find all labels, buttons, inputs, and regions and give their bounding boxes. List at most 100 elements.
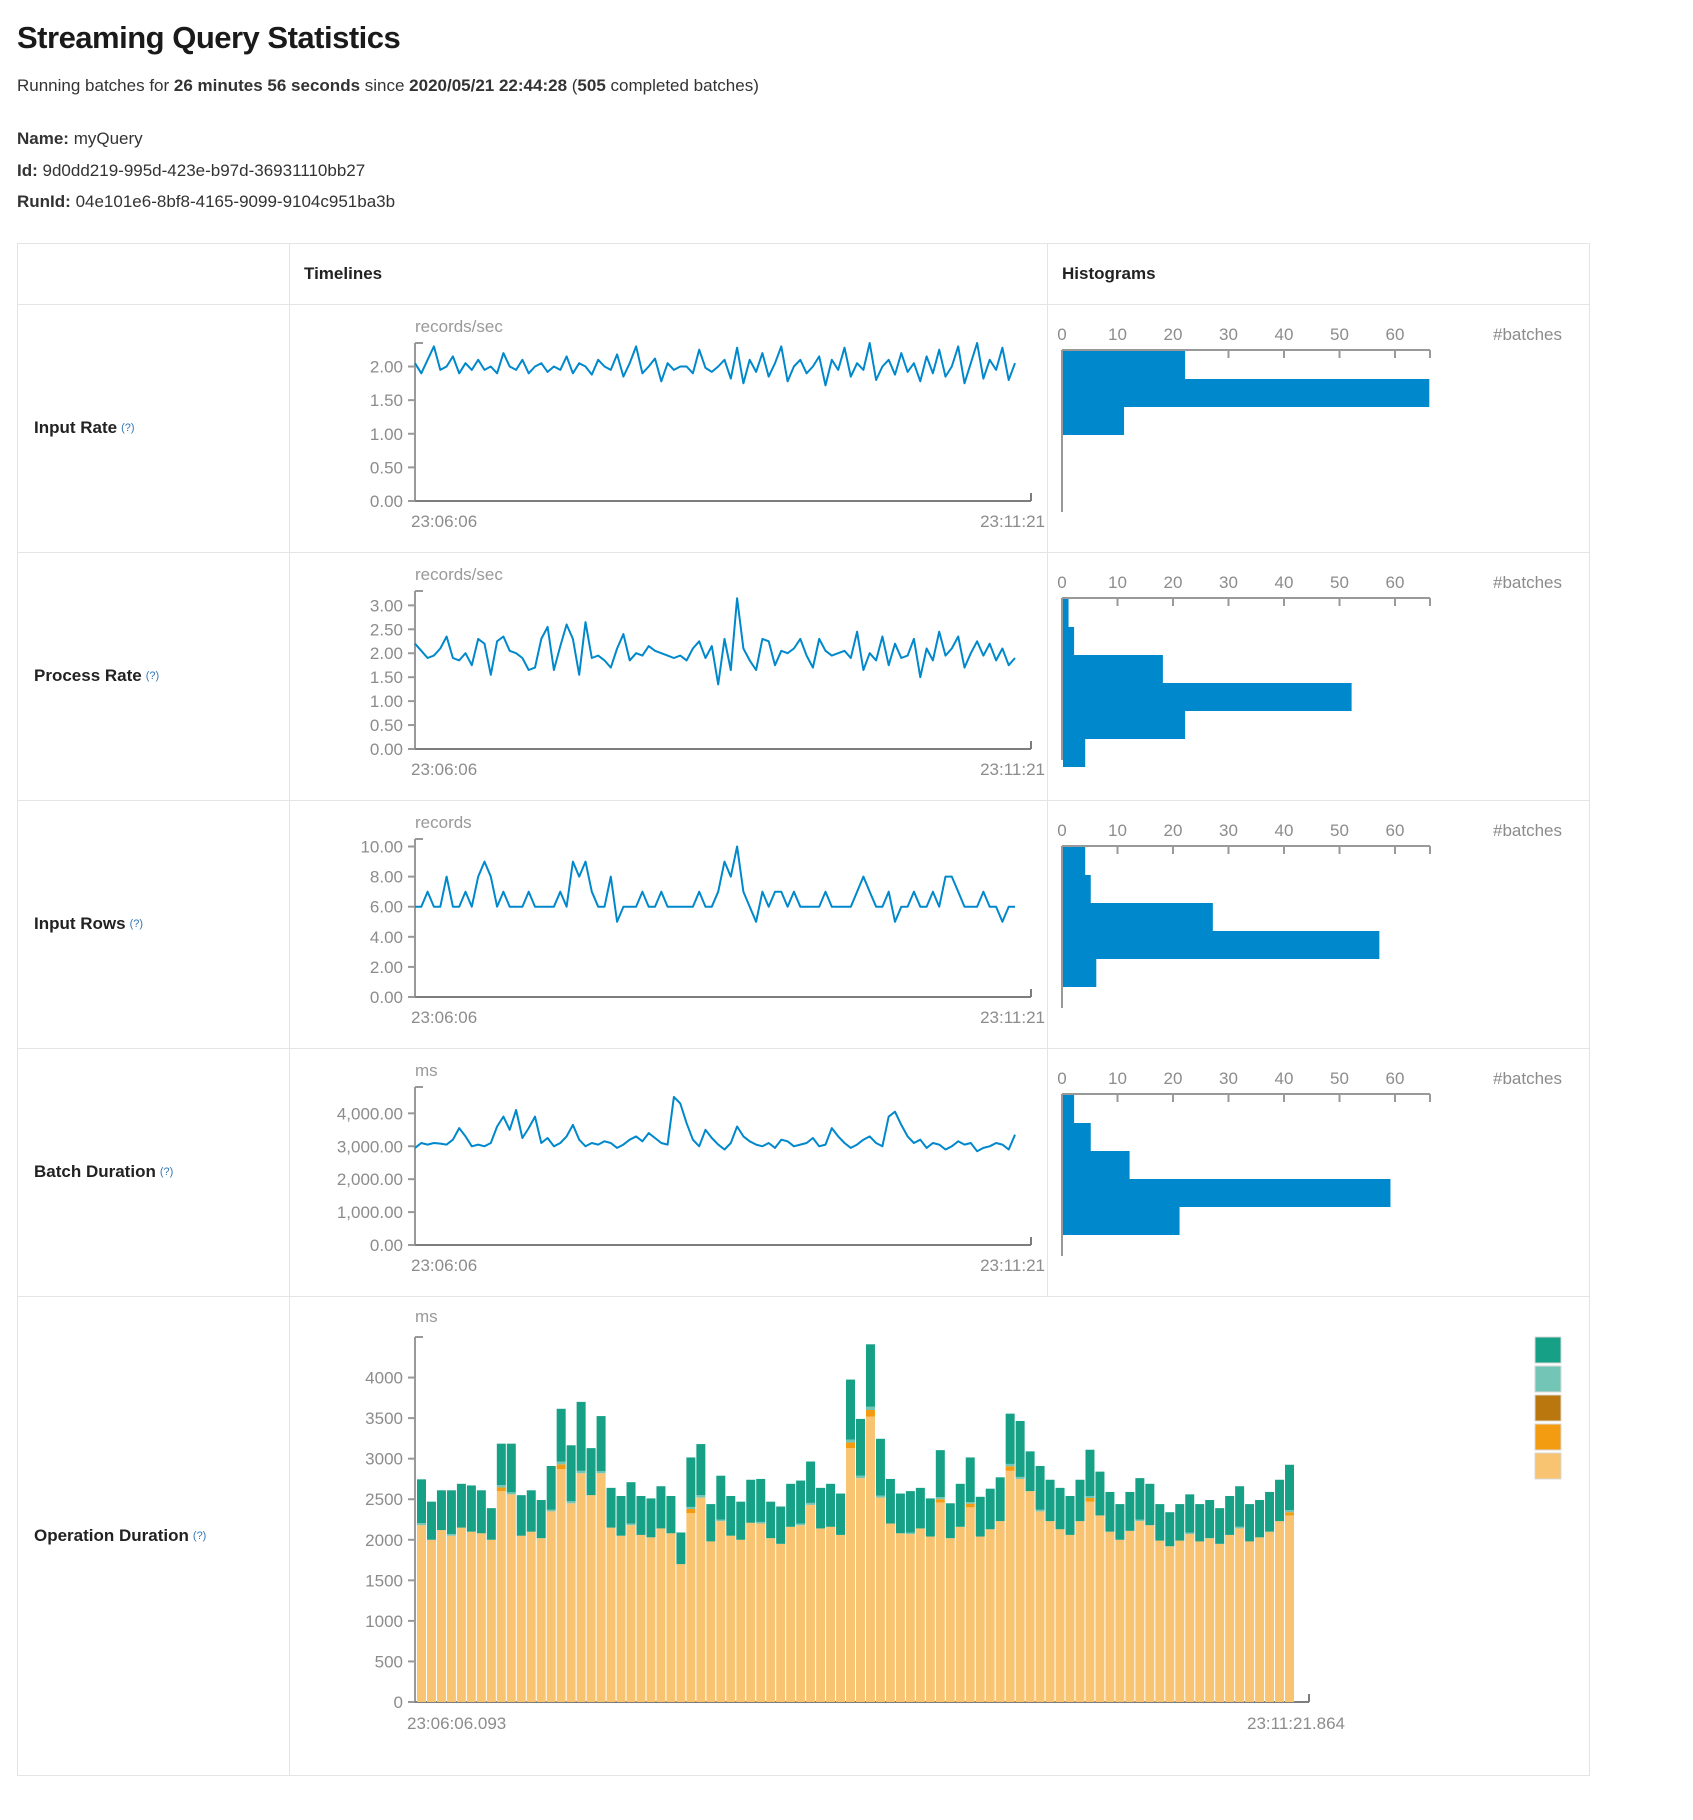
svg-text:ms: ms [415,1061,438,1080]
start-time: 2020/05/21 22:44:28 [409,76,568,95]
legend-swatch-series-light-teal [1534,1365,1562,1392]
svg-text:1.00: 1.00 [370,692,403,711]
batch-duration-timeline-chart: ms 4,000.00 3,000.00 2,000.00 1,000.00 0.00 23… [290,1049,1047,1296]
svg-text:23:11:21: 23:11:21 [980,1256,1045,1275]
svg-text:60: 60 [1386,1069,1405,1088]
svg-text:2.00: 2.00 [370,957,403,976]
svg-text:#batches: #batches [1493,1069,1562,1088]
help-icon[interactable]: (?) [192,1529,207,1542]
id-label: Id: [17,160,38,180]
svg-text:30: 30 [1219,325,1238,344]
process-rate-timeline-chart: records/sec 3.00 2.50 2.00 1.50 1.00 0.50 0.00 2… [290,553,1047,800]
timeline-svg: records/sec 3.00 2.50 2.00 1.50 1.00 0.50 0.00 2… [370,565,1045,779]
runid-value: 04e101e6-8bf8-4165-9099-9104c951ba3b [75,192,396,211]
svg-text:2.00: 2.00 [370,357,403,376]
operation-duration-stacked-chart: ms 4000 3500 3000 2500 2000 1500 1000 500 0 23:06:… [290,1297,1589,1775]
query-runid-line: RunId: 04e101e6-8bf8-4165-9099-9104c951b… [17,189,1676,215]
svg-text:20: 20 [1164,821,1183,840]
svg-text:0: 0 [394,1693,403,1712]
help-icon[interactable]: (?) [145,670,160,682]
legend-swatch-series-teal [1534,1336,1562,1363]
svg-text:2.50: 2.50 [370,620,403,639]
runid-label: RunId: [17,192,71,211]
svg-text:1,000.00: 1,000.00 [337,1203,403,1222]
page-title: Streaming Query Statistics [17,20,401,55]
svg-text:2.00: 2.00 [370,644,403,663]
input-rows-histogram-chart: 0 10 20 30 40 50 60 #batches [1048,801,1589,1048]
svg-text:2500: 2500 [365,1490,403,1509]
row-label-batch-duration: Batch Duration (?) [18,1048,290,1296]
svg-text:2,000.00: 2,000.00 [337,1170,403,1189]
help-icon[interactable]: (?) [159,1166,174,1178]
svg-text:3500: 3500 [365,1409,403,1428]
help-icon[interactable]: (?) [129,918,144,930]
svg-text:10.00: 10.00 [360,837,403,856]
svg-text:50: 50 [1330,821,1349,840]
histogram-svg: 0 10 20 30 40 50 60 #batches [1057,325,1562,512]
svg-text:1000: 1000 [365,1611,403,1630]
svg-text:23:06:06: 23:06:06 [411,1008,477,1027]
svg-text:8.00: 8.00 [370,867,403,886]
svg-text:0.50: 0.50 [370,716,403,735]
svg-text:10: 10 [1108,325,1127,344]
row-label-input-rows: Input Rows (?) [18,800,290,1048]
timeline-svg: records 10.00 8.00 6.00 4.00 2.00 0.00 23:06:06… [360,813,1045,1027]
running-batches-summary: Running batches for 26 minutes 56 second… [17,76,1676,96]
name-label: Name: [17,129,69,148]
help-icon[interactable]: (?) [121,422,135,434]
id-value: 9d0dd219-995d-423e-b97d-36931110bb27 [42,160,366,180]
svg-text:50: 50 [1330,573,1349,592]
svg-text:23:06:06: 23:06:06 [411,1256,477,1275]
running-prefix: Running batches for [17,76,174,95]
timeline-svg: ms 4,000.00 3,000.00 2,000.00 1,000.00 0.00 23… [337,1061,1045,1275]
svg-text:0: 0 [1057,573,1066,592]
input-rows-timeline-chart: records 10.00 8.00 6.00 4.00 2.00 0.00 23:06:06… [290,801,1047,1048]
row-operation-duration: Operation Duration (?) ms 4000 3500 3000 2500… [18,1296,1589,1775]
row-input-rows: Input Rows (?) records 10.00 8.00 6.00 4.00 2.… [18,800,1589,1049]
histogram-svg: 0 10 20 30 40 50 60 #batches [1057,1069,1562,1256]
svg-text:50: 50 [1330,325,1349,344]
completed-suffix: completed batches) [605,76,759,95]
svg-text:40: 40 [1275,1069,1294,1088]
svg-text:50: 50 [1330,1069,1349,1088]
svg-text:0: 0 [1057,821,1066,840]
svg-text:23:11:21: 23:11:21 [980,1008,1045,1027]
completed-count: 505 [577,76,606,95]
header-histograms: Histograms [1062,263,1156,283]
row-batch-duration: Batch Duration (?) ms 4,000.00 3,000.00 2,00… [18,1048,1589,1297]
svg-text:23:11:21.864: 23:11:21.864 [1247,1714,1345,1733]
stats-table: Timelines Histograms Input Rate (?) recor… [17,242,1590,1776]
svg-text:records/sec: records/sec [415,317,503,336]
name-value: myQuery [73,129,143,148]
svg-text:2000: 2000 [365,1530,403,1549]
row-input-rate: Input Rate (?) records/sec 2.00 1.50 1.00 0.5… [18,304,1589,553]
svg-text:23:06:06.093: 23:06:06.093 [407,1714,506,1733]
svg-text:#batches: #batches [1493,821,1562,840]
svg-text:30: 30 [1219,1069,1238,1088]
svg-text:0: 0 [1057,1069,1066,1088]
row-label-input-rate: Input Rate (?) [18,304,290,552]
svg-text:20: 20 [1164,325,1183,344]
svg-text:23:06:06: 23:06:06 [411,512,477,531]
input-rate-timeline-chart: records/sec 2.00 1.50 1.00 0.50 0.00 23:06:06 2… [290,305,1047,552]
operation-duration-legend [1534,1336,1562,1479]
svg-text:1500: 1500 [365,1571,403,1590]
svg-text:40: 40 [1275,325,1294,344]
legend-swatch-series-brown [1534,1394,1562,1421]
svg-text:0.00: 0.00 [370,1236,403,1255]
process-rate-histogram-chart: 0 10 20 30 40 50 60 #batches [1048,553,1589,800]
svg-text:0: 0 [1057,325,1066,344]
running-duration: 26 minutes 56 seconds [173,76,361,95]
svg-text:3.00: 3.00 [370,596,403,615]
svg-text:4000: 4000 [365,1368,403,1387]
metric-label: Input Rate [34,418,118,437]
svg-text:60: 60 [1386,325,1405,344]
svg-text:10: 10 [1108,1069,1127,1088]
legend-swatch-series-orange [1534,1423,1562,1450]
row-process-rate: Process Rate (?) records/sec 3.00 2.50 2.00 1… [18,552,1589,801]
svg-text:30: 30 [1219,573,1238,592]
paren-open: ( [567,76,578,95]
svg-text:60: 60 [1386,573,1405,592]
histogram-svg: 0 10 20 30 40 50 60 #batches [1057,821,1562,1008]
header-timelines: Timelines [290,243,1048,304]
